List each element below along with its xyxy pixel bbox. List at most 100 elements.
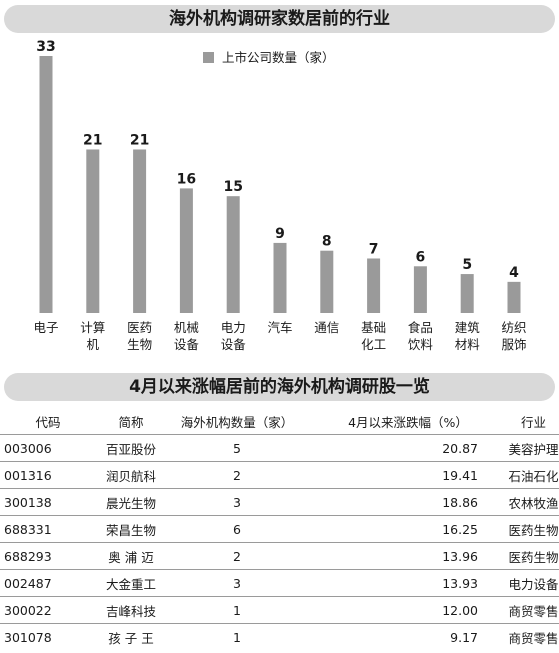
cell-change: 18.86 — [308, 488, 508, 516]
cell-name: 荣昌生物 — [96, 515, 166, 543]
data-label: 6 — [416, 249, 426, 265]
header-name: 简称 — [96, 408, 166, 435]
table-row: 688293 奥 浦 迈 2 13.96 医药生物 — [0, 542, 559, 570]
cell-code: 688331 — [0, 515, 96, 543]
table-row: 688331 荣昌生物 6 16.25 医药生物 — [0, 515, 559, 543]
cell-industry: 商贸零售 — [508, 630, 559, 646]
cell-change: 13.96 — [308, 542, 508, 570]
cell-industry: 电力设备 — [508, 569, 559, 597]
header-change: 4月以来涨跌幅（%） — [308, 408, 508, 435]
cell-change: 12.00 — [308, 596, 508, 624]
cell-code: 001316 — [0, 461, 96, 489]
cell-code: 300138 — [0, 488, 96, 516]
category-label: 建筑 — [455, 320, 481, 335]
data-label: 5 — [462, 257, 472, 273]
category-label: 设备 — [174, 337, 200, 352]
category-label: 通信 — [314, 320, 339, 335]
bar — [320, 250, 334, 313]
category-label: 饮料 — [408, 337, 434, 352]
bar — [133, 149, 147, 313]
bar — [460, 274, 474, 313]
cell-name: 晨光生物 — [96, 488, 166, 516]
table-row: 301078 孩 子 王 1 9.17 商贸零售 — [0, 624, 559, 651]
cell-code: 301078 — [4, 629, 52, 645]
cell-code: 003006 — [0, 434, 96, 462]
cell-name: 润贝航科 — [96, 461, 166, 489]
table-row: 300022 吉峰科技 1 12.00 商贸零售 — [0, 596, 559, 624]
cell-industry: 医药生物 — [508, 542, 559, 570]
table-row: 002487 大金重工 3 13.93 电力设备 — [0, 569, 559, 597]
data-label: 4 — [509, 265, 519, 281]
chart-legend: 上市公司数量（家） — [203, 50, 335, 65]
category-label: 电力 — [221, 320, 246, 335]
header-count: 海外机构数量（家） — [166, 408, 308, 435]
category-label: 基础 — [361, 320, 386, 335]
category-label: 计算 — [80, 320, 105, 335]
bar — [179, 188, 193, 313]
cell-name: 大金重工 — [96, 569, 166, 597]
cell-code: 300022 — [0, 596, 96, 624]
cell-count: 2 — [166, 542, 308, 570]
cell-name: 孩 子 王 — [108, 630, 154, 646]
cell-count: 2 — [166, 461, 308, 489]
category-label: 设备 — [221, 337, 247, 352]
data-label: 33 — [36, 39, 55, 55]
data-label: 15 — [223, 179, 242, 195]
bar — [273, 242, 287, 313]
category-label: 材料 — [455, 337, 481, 352]
cell-change: 9.17 — [450, 629, 478, 645]
table-row: 003006 百亚股份 5 20.87 美容护理 — [0, 434, 559, 462]
category-label: 机械 — [174, 320, 200, 335]
table-title: 4月以来涨幅居前的海外机构调研股一览 — [4, 373, 555, 401]
cell-change: 13.93 — [308, 569, 508, 597]
bar — [39, 56, 53, 313]
bar — [367, 258, 381, 313]
data-label: 8 — [322, 234, 332, 250]
cell-change: 19.41 — [308, 461, 508, 489]
cell-count: 5 — [166, 434, 308, 462]
category-label: 纺织 — [501, 320, 526, 335]
cell-count: 3 — [166, 488, 308, 516]
data-label: 16 — [177, 171, 196, 187]
category-label: 机 — [87, 337, 100, 352]
cell-count: 6 — [166, 515, 308, 543]
cell-change: 20.87 — [308, 434, 508, 462]
cell-name: 吉峰科技 — [96, 596, 166, 624]
stock-table: 代码 简称 海外机构数量（家） 4月以来涨跌幅（%） 行业 003006 百亚股份… — [0, 408, 559, 650]
category-label: 生物 — [127, 337, 152, 352]
bar — [413, 266, 427, 313]
cell-count: 1 — [166, 596, 308, 624]
cell-code: 688293 — [0, 542, 96, 570]
data-label: 21 — [130, 132, 149, 148]
data-label: 21 — [83, 132, 102, 148]
cell-name: 百亚股份 — [96, 434, 166, 462]
table-header-row: 代码 简称 海外机构数量（家） 4月以来涨跌幅（%） 行业 — [0, 408, 559, 435]
category-label: 汽车 — [267, 320, 292, 335]
cell-industry: 石油石化 — [508, 461, 559, 489]
bar — [226, 196, 240, 313]
category-label: 化工 — [361, 337, 386, 352]
category-label: 食品 — [408, 320, 433, 335]
cell-industry: 商贸零售 — [508, 596, 559, 624]
header-code: 代码 — [0, 408, 96, 435]
data-label: 7 — [369, 241, 379, 257]
bar — [86, 149, 100, 313]
category-label: 服饰 — [501, 337, 526, 352]
cell-code: 002487 — [0, 569, 96, 597]
category-label: 医药 — [127, 320, 152, 335]
table-row: 300138 晨光生物 3 18.86 农林牧渔 — [0, 488, 559, 516]
cell-industry: 美容护理 — [508, 434, 559, 462]
category-label: 电子 — [33, 320, 58, 335]
cell-change: 16.25 — [308, 515, 508, 543]
table-row: 001316 润贝航科 2 19.41 石油石化 — [0, 461, 559, 489]
header-industry: 行业 — [508, 408, 559, 435]
legend-label: 上市公司数量（家） — [222, 50, 335, 65]
cell-name: 奥 浦 迈 — [96, 542, 166, 570]
legend-swatch — [203, 52, 214, 63]
chart-title: 海外机构调研家数居前的行业 — [4, 5, 555, 33]
cell-industry: 农林牧渔 — [508, 488, 559, 516]
cell-count: 3 — [166, 569, 308, 597]
data-label: 9 — [275, 226, 285, 242]
cell-industry: 医药生物 — [508, 515, 559, 543]
